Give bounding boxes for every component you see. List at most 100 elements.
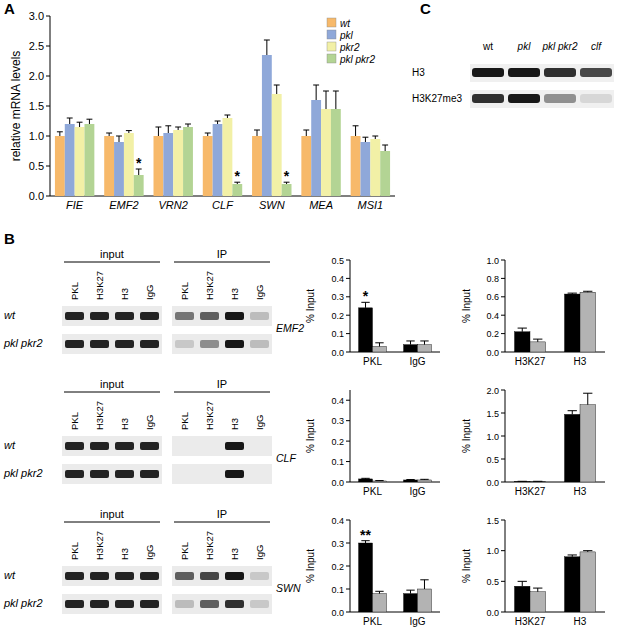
y-tick-label: 0.1 [331, 585, 344, 595]
bar [580, 292, 596, 352]
band [225, 442, 244, 450]
error-cap [518, 581, 527, 582]
y-tick-label: 0.4 [486, 311, 499, 321]
error-cap [583, 550, 592, 551]
error-line [276, 85, 277, 94]
y-tick-label: 0.2 [331, 562, 344, 572]
bar [515, 481, 531, 482]
band [225, 572, 244, 580]
y-tick-label: 0.6 [486, 292, 499, 302]
error-bar [382, 145, 388, 151]
y-tick [501, 436, 505, 437]
bar [418, 345, 432, 352]
gel-header: input [100, 508, 124, 520]
band [250, 572, 269, 580]
y-tick-label: 3.0 [29, 10, 44, 22]
error-bar [224, 115, 230, 118]
legend-label: pkr2 [339, 42, 360, 53]
band [200, 340, 219, 348]
y-tick-label: 0.5 [331, 256, 344, 266]
error-cap [406, 590, 414, 591]
error-cap [568, 410, 577, 411]
gel-strip [62, 436, 162, 456]
error-line [537, 588, 538, 592]
error-cap [264, 40, 270, 41]
lane-label: PKL [69, 542, 80, 560]
lane-label: IgG [254, 415, 265, 430]
band [65, 600, 84, 608]
lane-label: PKL [69, 412, 80, 430]
band [115, 572, 134, 580]
bar [75, 127, 85, 196]
error-cap [533, 588, 542, 589]
bar [361, 142, 371, 196]
error-bar [126, 131, 132, 133]
header-rule [174, 522, 270, 523]
y-tick [501, 260, 505, 261]
lane-label: PKL [179, 412, 190, 430]
bar [373, 481, 387, 482]
error-bar [568, 411, 577, 415]
legend: wtpklpkr2pkl pkr2 [327, 18, 375, 65]
error-cap [375, 342, 383, 343]
error-cap [323, 91, 329, 92]
y-tick-label: 1.5 [486, 409, 499, 419]
band [225, 470, 244, 478]
error-cap [420, 479, 428, 480]
error-line [266, 40, 267, 55]
error-bar [361, 478, 369, 480]
x-tick-label: CLF [212, 199, 234, 211]
x-tick-label: H3 [574, 616, 587, 627]
band [140, 312, 159, 320]
legend-swatch [327, 30, 336, 39]
error-bar [568, 555, 577, 557]
chart: 0.00.10.20.30.40.5% InputPKLIgG* [305, 256, 440, 368]
band [250, 470, 269, 478]
band [200, 312, 219, 320]
x-tick-label: EMF2 [109, 199, 138, 211]
band [175, 600, 194, 608]
header-rule [174, 262, 270, 263]
error-bar [406, 341, 414, 345]
error-bar [518, 328, 527, 332]
x-tick-label: H3K27 [515, 356, 546, 367]
bar [530, 342, 546, 352]
lane-label: IgG [144, 545, 155, 560]
blot-strip [470, 90, 614, 108]
band [115, 600, 134, 608]
band [175, 340, 194, 348]
band [115, 470, 134, 478]
error-cap [77, 122, 83, 123]
x-tick-label: H3 [574, 486, 587, 497]
error-bar [568, 293, 577, 295]
error-line [355, 126, 356, 136]
lane-label: H3K27 [94, 271, 105, 300]
bar [565, 294, 581, 352]
error-cap [254, 130, 260, 131]
y-tick [346, 612, 350, 613]
y-tick [501, 581, 505, 582]
error-cap [224, 115, 230, 116]
bar [262, 55, 272, 196]
y-tick [46, 136, 50, 137]
error-bar [533, 588, 542, 592]
error-bar [155, 127, 161, 136]
y-tick [346, 352, 350, 353]
y-tick-label: 0.1 [331, 329, 344, 339]
error-line [326, 91, 327, 109]
error-line [572, 411, 573, 415]
lane-label: H3 [119, 418, 130, 430]
error-cap [185, 124, 191, 125]
band [580, 94, 612, 103]
y-tick-label: 0.0 [486, 608, 499, 618]
y-tick [501, 352, 505, 353]
bar [223, 118, 233, 196]
bar [580, 552, 596, 612]
y-axis-label: % Input [305, 549, 316, 583]
error-cap [568, 554, 577, 555]
y-tick-label: 0.5 [486, 577, 499, 587]
bar [232, 184, 242, 196]
band [65, 312, 84, 320]
y-tick-label: 0.0 [331, 608, 344, 618]
band [175, 572, 194, 580]
